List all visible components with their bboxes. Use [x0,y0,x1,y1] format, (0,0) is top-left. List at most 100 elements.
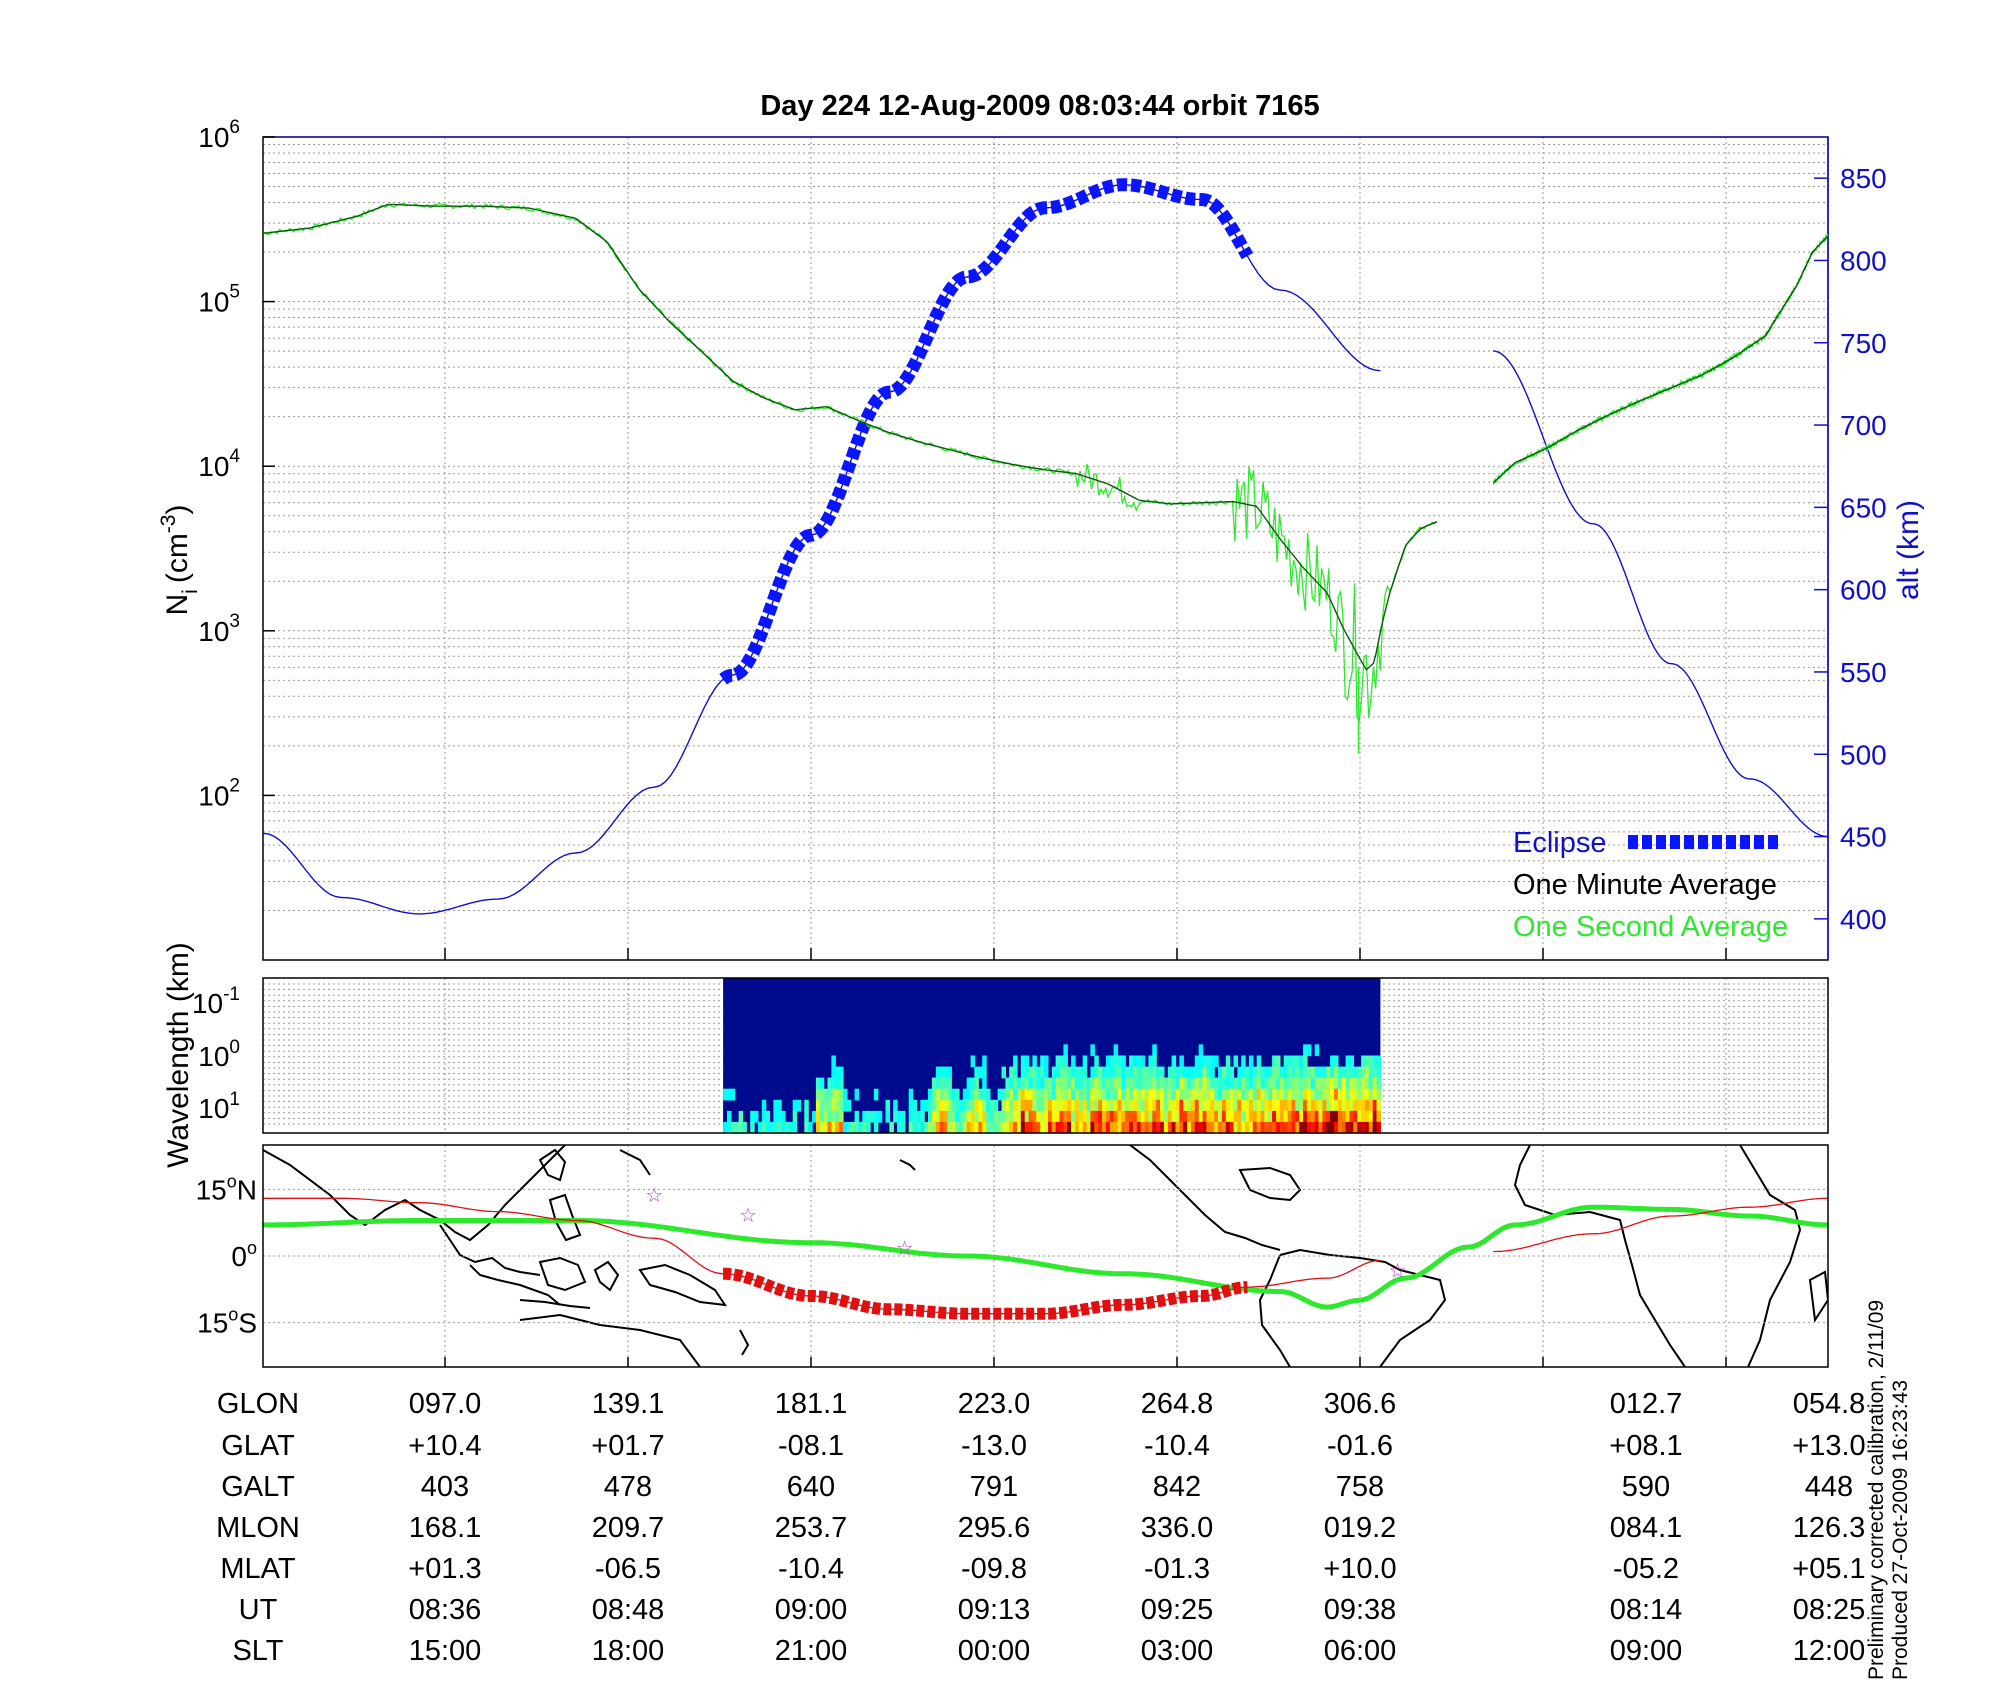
spectrogram-cell [1183,1099,1188,1112]
table-cell: 06:00 [1324,1635,1397,1667]
spectrogram-cell [1279,1077,1285,1090]
spectrogram-cell [1322,1110,1327,1123]
spectrogram-cell [1248,1099,1254,1112]
spectrogram-cell [1245,1088,1250,1101]
star-marker: ☆ [1389,1258,1407,1282]
spectrogram-cell [1245,1110,1250,1123]
spectrogram-cell [1218,1066,1223,1079]
table-cell: 295.6 [958,1512,1031,1544]
spectrogram-cell [1276,1121,1281,1134]
spectrogram-cell [962,1110,968,1123]
spectrogram-cell [819,1121,825,1134]
spectrogram-cell [1330,1088,1335,1101]
spectrogram-cell [1279,1110,1285,1123]
spectrogram-cell [1044,1066,1049,1079]
table-cell: 448 [1805,1471,1853,1503]
spectrogram-cell [1113,1077,1119,1090]
spectrogram-cell [982,1088,987,1101]
spectrogram-cell [1334,1121,1339,1134]
spectrogram-cell [1082,1121,1088,1134]
wavelength-tick-label: 101 [198,1089,240,1124]
spectrogram-cell [908,1121,914,1134]
spectrogram-cell [931,1088,937,1101]
spectrogram-cell [1310,1099,1316,1112]
table-cell: 791 [970,1471,1018,1503]
spectrogram-cell [1345,1077,1351,1090]
spectrogram-cell [1299,1121,1304,1134]
spectrogram-cell [1287,1121,1293,1134]
spectrogram-cell [854,1110,860,1123]
spectrogram-cell [1121,1110,1126,1123]
table-cell: 09:00 [775,1594,848,1626]
spectrogram-cell [1133,1077,1138,1090]
spectrogram-cell [1330,1077,1335,1090]
spectrogram-cell [1152,1055,1157,1068]
spectrogram-cell [1364,1077,1370,1090]
spectrogram-cell [1221,1077,1227,1090]
spectrogram-cell [1353,1077,1358,1090]
spectrogram-cell [827,1121,832,1134]
mid-panel-frame [262,977,1829,1134]
spectrogram-cell [1279,1099,1285,1112]
spectrogram-cell [1256,1099,1262,1112]
spectrogram-cell [1117,1110,1122,1123]
table-cell: 097.0 [409,1388,482,1420]
coast-taiwan [538,1148,567,1182]
spectrogram-cell [1171,1099,1177,1112]
spectrogram-cell [935,1088,941,1101]
spectrogram-cell [862,1110,867,1123]
spectrogram-cell [947,1088,952,1101]
spectrogram-cell [1171,1121,1177,1134]
one-minute-average-line [1492,235,1829,484]
table-cell: -01.6 [1327,1430,1393,1462]
spectrogram-cell [908,1088,914,1101]
spectrogram-cell [1078,1110,1084,1123]
spectrogram-cell [1341,1077,1347,1090]
spectrogram-cell [1117,1121,1122,1134]
spectrogram-cell [1136,1110,1142,1123]
spectrogram-cell [773,1099,778,1112]
spectrogram-cell [854,1121,860,1134]
spectrogram-cell [1376,1077,1381,1090]
spectrogram-cell [1125,1099,1130,1112]
spectrogram-cell [1194,1121,1200,1134]
spectrogram-cell [1252,1077,1258,1090]
right-tick-label: 800 [1840,245,1887,276]
spectrogram-cell [1345,1088,1351,1101]
spectrogram-cell [951,1088,956,1101]
coast-sumatra [469,1264,561,1306]
spectrogram-cell [1210,1099,1215,1112]
spectrogram-cell [1210,1110,1215,1123]
spectrogram-cell [1268,1099,1273,1112]
spectrogram-cell [1264,1088,1269,1101]
spectrogram-cell [1163,1110,1169,1123]
spectrogram-cell [1036,1088,1041,1101]
spectrogram-cell [1013,1066,1018,1079]
tick-base: 10 [198,1041,229,1072]
spectrogram-cell [1109,1077,1115,1090]
spectrogram-cell [970,1088,976,1101]
spectrogram-cell [986,1088,991,1101]
right-tick-label: 550 [1840,657,1887,688]
spectrogram-cell [1078,1077,1084,1090]
spectrogram-cell [935,1066,941,1079]
spectrogram-cell [962,1121,968,1134]
spectrogram-cell [754,1110,759,1123]
spectrogram-cell [1055,1099,1061,1112]
spectrogram-cell [839,1077,844,1090]
chart-title: Day 224 12-Aug-2009 08:03:44 orbit 7165 [760,90,1319,122]
spectrogram-cell [1268,1110,1273,1123]
spectrogram-cell [862,1121,867,1134]
spectrogram-cell [1098,1088,1103,1101]
spectrogram-cell [1086,1121,1092,1134]
spectrogram-cell [1009,1066,1014,1079]
spectrogram-cell [1067,1099,1072,1112]
spectrogram-cell [1156,1110,1161,1123]
spectrogram-cell [1167,1088,1173,1101]
spectrogram-cell [1067,1110,1072,1123]
spectrogram-cell [1272,1055,1277,1068]
spectrogram-cell [819,1088,825,1101]
spectrogram-cell [858,1121,863,1134]
spectrogram-cell [1055,1088,1061,1101]
